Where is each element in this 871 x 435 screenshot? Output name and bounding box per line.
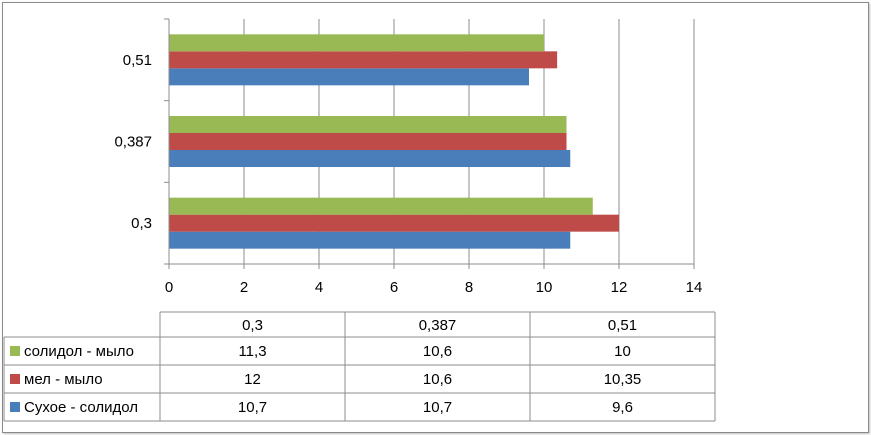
legend-key [10, 346, 20, 356]
bar [169, 34, 544, 52]
category-label: 0,51 [123, 52, 152, 69]
table-cell: 12 [244, 371, 261, 388]
bar [169, 150, 571, 167]
x-tick-label: 12 [611, 279, 628, 296]
legend-key [10, 402, 20, 412]
x-tick-label: 4 [315, 279, 323, 296]
bars [169, 34, 619, 249]
legend-label: солидол - мыло [24, 343, 134, 360]
category-label: 0,3 [131, 215, 152, 232]
x-tick-label: 2 [240, 279, 248, 296]
legend-label: Сухое - солидол [24, 399, 138, 416]
data-table: 0,3 0,387 0,51 солидол - мыло 11,3 10,6 10 мел … [3, 311, 716, 422]
bar [169, 214, 619, 232]
axes: 0 2 4 6 8 10 12 14 0,3 0,387 0,51 [114, 18, 703, 296]
legend-key [10, 374, 20, 384]
bar [169, 231, 571, 249]
category-label: 0,387 [114, 134, 152, 151]
table-cell: 10,7 [238, 399, 267, 416]
bar [169, 133, 567, 150]
bar [169, 51, 558, 69]
x-tick-label: 14 [686, 279, 703, 296]
x-tick-label: 6 [390, 279, 398, 296]
table-header-cell: 0,51 [608, 317, 637, 334]
table-cell: 10,6 [423, 371, 452, 388]
x-tick-label: 0 [165, 279, 173, 296]
table-cell: 10,35 [604, 371, 642, 388]
table-cell: 9,6 [612, 399, 633, 416]
table-cell: 11,3 [238, 343, 266, 360]
table-cell: 10 [614, 343, 631, 360]
x-tick-label: 10 [536, 279, 553, 296]
bar [169, 68, 529, 86]
table-header-cell: 0,387 [419, 317, 457, 334]
table-header-cell: 0,3 [242, 317, 263, 334]
table-cell: 10,6 [423, 343, 452, 360]
bar [169, 197, 593, 215]
x-tick-label: 8 [465, 279, 473, 296]
bar [169, 116, 567, 133]
table-cell: 10,7 [423, 399, 452, 416]
legend-label: мел - мыло [24, 371, 103, 388]
